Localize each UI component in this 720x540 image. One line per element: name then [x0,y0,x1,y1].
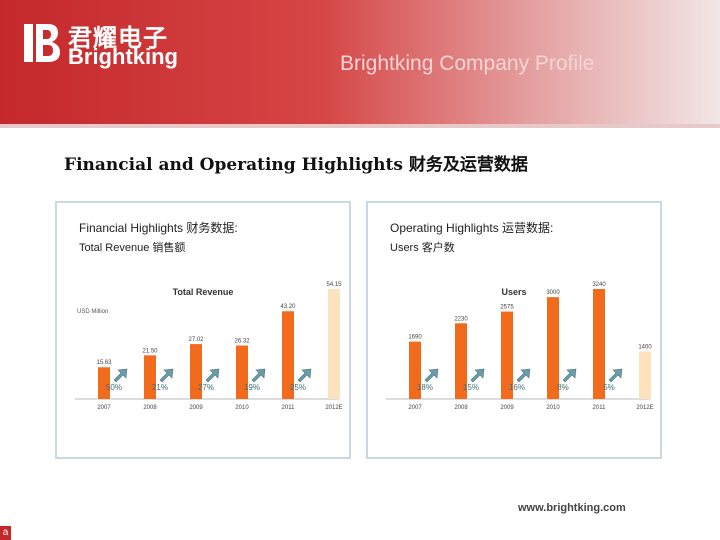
value-label-2007: 1690 [408,335,422,341]
financial-panel: Financial Highlights 财务数据: Total Revenue… [55,201,351,459]
value-label-2009: 2575 [500,305,514,311]
growth-label: 18% [417,383,433,392]
growth-label: 5% [603,383,615,392]
operating-panel: Operating Highlights 运营数据: Users 客户数 Use… [366,201,662,459]
tick-label-2012E: 2012E [636,405,653,411]
growth-arrow-icon [205,368,220,383]
tick-label-2010: 2010 [235,405,249,411]
bar-2010 [547,297,559,399]
growth-arrow-icon [113,368,128,383]
header-banner: 君耀电子 Brightking Brightking Company Profi… [0,0,720,128]
value-label-2010: 26.32 [234,339,250,345]
bar-2008 [455,323,467,399]
value-label-2009: 27.02 [188,337,204,343]
revenue-chart: Total Revenue USD Million 15.63 2007 21.50 20… [75,282,343,411]
company-profile-title: Brightking Company Profile [340,52,595,75]
bar-2009 [501,311,513,399]
bar-2007 [98,367,110,399]
growth-label: 21% [152,383,168,392]
value-label-2010: 3000 [546,290,560,296]
growth-label: 16% [509,383,525,392]
growth-arrow-icon [470,368,485,383]
corner-label: a [0,526,11,540]
operating-heading: Operating Highlights 运营数据: [390,221,554,235]
growth-label: 25% [290,383,306,392]
bar-2012E [639,351,651,399]
tick-label-2009: 2009 [500,405,514,411]
chart-title: Total Revenue [173,287,234,297]
growth-arrow-icon [562,368,577,383]
users-chart: Users 1690 2007 2230 2008 2575 2009 3000 2010 324… [386,282,654,411]
growth-arrow-icon [608,368,623,383]
logo-english-name: Brightking [68,44,178,69]
growth-arrow-icon [424,368,439,383]
users-subheading: Users 客户数 [390,242,455,254]
bar-2012E [328,289,340,399]
tick-label-2008: 2008 [454,405,468,411]
value-label-2011: 3240 [592,282,606,288]
bar-2009 [190,344,202,399]
tick-label-2007: 2007 [97,405,111,411]
growth-label: 15% [463,383,479,392]
logo-chinese-name: 君耀电子 [68,25,168,52]
growth-arrow-icon [251,368,266,383]
chart-title: Users [501,287,526,297]
bar-2010 [236,345,248,399]
tick-label-2008: 2008 [143,405,157,411]
growth-label: 19% [244,383,260,392]
page-title: Financial and Operating Highlights 财务及运营… [64,155,528,175]
value-label-2012E: 54.15 [326,282,342,288]
growth-arrow-icon [297,368,312,383]
value-label-2011: 43.20 [280,304,296,310]
bar-2011 [593,289,605,399]
value-label-2012E: 1400 [638,344,652,350]
tick-label-2007: 2007 [408,405,422,411]
growth-label: 27% [198,383,214,392]
financial-heading: Financial Highlights 财务数据: [79,221,238,235]
bar-2007 [409,341,421,399]
unit-label: USD Million [77,309,108,315]
growth-arrow-icon [516,368,531,383]
website-url[interactable]: www.brightking.com [518,502,626,514]
tick-label-2009: 2009 [189,405,203,411]
growth-label: 50% [106,383,122,392]
value-label-2007: 15.63 [96,360,112,366]
tick-label-2011: 2011 [282,405,296,411]
tick-label-2010: 2010 [546,405,560,411]
growth-label: 8% [557,383,569,392]
bar-2008 [144,355,156,399]
value-label-2008: 2230 [454,316,468,322]
brightking-logo-icon [24,24,60,62]
revenue-subheading: Total Revenue 销售额 [79,242,186,254]
value-label-2008: 21.50 [142,348,158,354]
bar-2011 [282,311,294,399]
tick-label-2011: 2011 [593,405,607,411]
tick-label-2012E: 2012E [325,405,342,411]
header-divider [0,124,720,128]
growth-arrow-icon [159,368,174,383]
